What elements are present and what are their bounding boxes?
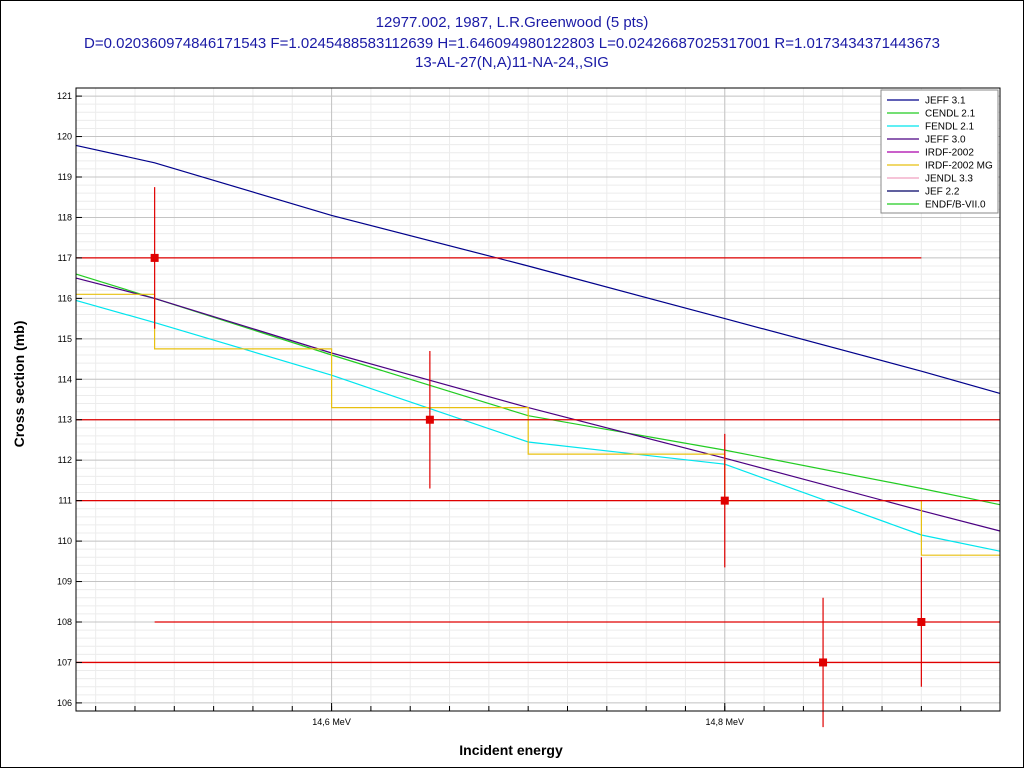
- legend-label: JEFF 3.1: [925, 96, 966, 107]
- chart-reaction: 13-AL-27(N,A)11-NA-24,,SIG: [415, 54, 609, 71]
- curves-layer: [75, 144, 1001, 556]
- plot-area: [75, 87, 1001, 712]
- legend-label: IRDF-2002 MG: [925, 161, 993, 172]
- series-cendl-2-1: [75, 273, 1001, 506]
- measurement-point: [720, 496, 729, 505]
- measurements-layer: [76, 187, 1000, 728]
- y-tick-label: 111: [58, 496, 72, 506]
- chart-title: 12977.002, 1987, L.R.Greenwood (5 pts): [375, 14, 649, 31]
- legend-label: JEFF 3.0: [925, 135, 966, 146]
- y-tick-label: 108: [57, 617, 72, 627]
- legend-label: FENDL 2.1: [925, 122, 975, 133]
- legend: JEFF 3.1 CENDL 2.1 FENDL 2.1 JEFF 3.0 IRDF-2…: [880, 89, 999, 214]
- legend-label: ENDF/B-VII.0: [925, 200, 986, 211]
- y-tick-label: 110: [58, 536, 72, 546]
- y-axis-title: Cross section (mb): [11, 321, 27, 448]
- legend-label: CENDL 2.1: [925, 109, 976, 120]
- y-tick-label: 118: [58, 212, 72, 222]
- ticks-layer: 106 107 108 109 110 111 112 113 114 115 116 117 118 1…: [57, 91, 1001, 727]
- series-jeff-3-0: [75, 277, 1001, 532]
- y-tick-label: 107: [57, 657, 72, 667]
- series-irdf-2002-mg: [76, 293, 1000, 556]
- x-axis-title: Incident energy: [459, 742, 563, 758]
- y-tick-label: 106: [57, 698, 72, 708]
- chart-subtitle: D=0.020360974846171543 F=1.0245488583112…: [84, 35, 940, 52]
- series-fendl-2-1: [75, 299, 1001, 552]
- measurement-point: [150, 253, 159, 262]
- y-tick-label: 116: [58, 293, 72, 303]
- x-tick-label: 14,8 MeV: [706, 717, 745, 727]
- y-tick-label: 112: [58, 455, 72, 465]
- y-tick-label: 109: [57, 577, 72, 587]
- y-tick-label: 117: [58, 253, 72, 263]
- y-tick-label: 115: [58, 334, 72, 344]
- legend-label: IRDF-2002: [925, 148, 974, 159]
- y-tick-label: 119: [58, 172, 72, 182]
- measurement-point: [917, 618, 926, 626]
- grid-layer: [76, 87, 1001, 712]
- legend-label: JENDL 3.3: [925, 174, 973, 185]
- measurement-point: [425, 415, 434, 424]
- y-tick-label: 120: [57, 132, 72, 142]
- x-tick-label: 14,6 MeV: [312, 717, 351, 727]
- series-jeff-3-1: [75, 144, 1001, 394]
- y-tick-label: 114: [58, 374, 72, 384]
- y-tick-label: 121: [57, 91, 72, 101]
- measurement-point: [819, 658, 828, 667]
- y-tick-label: 113: [58, 415, 72, 425]
- legend-label: JEF 2.2: [925, 187, 960, 198]
